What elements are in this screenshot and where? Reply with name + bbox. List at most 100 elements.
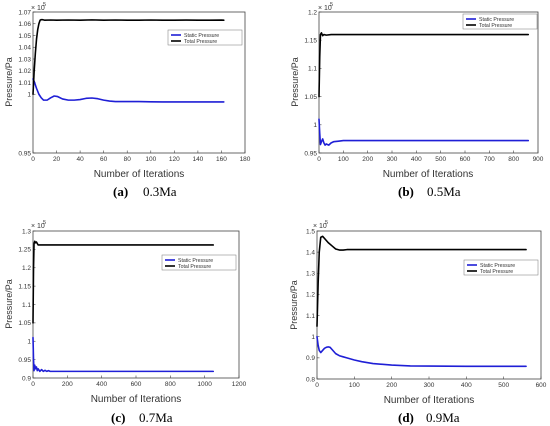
exponent-power: 5 (325, 220, 328, 226)
plot-frame (32, 230, 240, 379)
ticks-group: 0 100 200 300 400 500 600 0.8 0.9 1 1.1 1.2 1.3 1.4 1.… (306, 228, 547, 389)
x-tick-label: 200 (362, 156, 373, 163)
x-tick-label: 400 (461, 382, 472, 389)
y-axis-label: Pressure/Pa (290, 57, 300, 107)
lines-group (316, 235, 527, 368)
y-tick-label: 1.2 (22, 265, 31, 272)
x-tick-label: 80 (124, 156, 132, 163)
legend-box (161, 254, 237, 271)
static-pressure-line (318, 118, 530, 146)
y-tick-label: 1.25 (18, 247, 31, 254)
y-tick-label: 0.95 (18, 150, 31, 157)
y-tick-label: 1.03 (18, 56, 31, 63)
x-tick-label: 1200 (232, 381, 247, 388)
y-tick-label: 1.07 (18, 9, 31, 16)
legend-box (462, 13, 538, 30)
x-tick-label: 180 (240, 156, 251, 163)
x-tick-label: 60 (100, 156, 108, 163)
y-tick-label: 1.05 (18, 320, 31, 327)
x-tick-label: 100 (349, 382, 360, 389)
x-tick-label: 600 (131, 381, 142, 388)
y-tick-label: 1.05 (18, 33, 31, 40)
static-pressure-line (32, 336, 215, 373)
y-tick-label: 1.1 (306, 313, 315, 320)
ticks-group: 0 100 200 300 400 500 600 700 800 900 0.95 1 1.05 1.1… (304, 9, 543, 163)
exponent-base: × 10 (318, 5, 332, 12)
x-tick-label: 0 (317, 156, 321, 163)
panel-d: × 10 5 0 100 200 300 400 500 600 0.8 0.9 1 1.1 1.2 1… (289, 220, 547, 425)
y-tick-label: 1.06 (18, 21, 31, 28)
exponent-power: 5 (43, 220, 46, 226)
y-axis-label: Pressure/Pa (4, 279, 14, 329)
x-tick-label: 0 (315, 382, 319, 389)
total-pressure-line (32, 240, 215, 324)
caption-letter: (c) (111, 410, 125, 425)
caption-text: 0.7Ma (139, 410, 173, 425)
panel-a: × 10 5 0 20 40 60 80 100 120 140 160 180 0.95 1 1.01… (4, 2, 251, 199)
x-tick-label: 100 (338, 156, 349, 163)
y-tick-label: 1.02 (18, 68, 31, 75)
y-tick-label: 1.5 (306, 228, 315, 235)
x-tick-label: 400 (96, 381, 107, 388)
exponent-power: 5 (43, 2, 46, 8)
legend-label-static: Static Pressure (479, 17, 514, 23)
caption-letter: (a) (113, 184, 128, 199)
x-tick-label: 0 (31, 381, 35, 388)
x-tick-label: 200 (62, 381, 73, 388)
y-tick-label: 1.2 (306, 292, 315, 299)
y-tick-label: 0.95 (18, 357, 31, 364)
x-tick-label: 500 (498, 382, 509, 389)
x-tick-label: 160 (216, 156, 227, 163)
legend-label-total: Total Pressure (479, 23, 512, 29)
total-pressure-line (318, 32, 530, 98)
ticks-group: 0 200 400 600 800 1000 1200 0.9 0.95 1 1.05 1.1 1.15… (18, 228, 246, 388)
y-tick-label: 1.3 (22, 228, 31, 235)
x-tick-label: 140 (192, 156, 203, 163)
caption-text: 0.9Ma (426, 410, 460, 425)
y-tick-label: 1 (311, 334, 315, 341)
static-pressure-line (32, 78, 225, 103)
x-tick-label: 0 (31, 156, 35, 163)
plot-frame (318, 11, 539, 154)
legend-label-static: Static Pressure (178, 258, 213, 264)
x-axis-label: Number of Iterations (384, 395, 475, 406)
x-tick-label: 100 (145, 156, 156, 163)
exponent-base: × 10 (313, 223, 327, 230)
lines-group (318, 32, 530, 146)
y-tick-label: 1.2 (308, 9, 317, 16)
y-tick-label: 0.9 (22, 375, 31, 382)
legend-label-static: Static Pressure (184, 33, 219, 39)
y-tick-label: 1.01 (18, 80, 31, 87)
y-tick-label: 1.1 (308, 66, 317, 73)
y-tick-label: 1.1 (22, 302, 31, 309)
total-pressure-line (32, 18, 225, 96)
y-tick-label: 1.05 (304, 94, 317, 101)
y-tick-label: 1.04 (18, 45, 31, 52)
x-tick-label: 300 (424, 382, 435, 389)
x-axis-label: Number of Iterations (94, 169, 185, 180)
lines-group (32, 18, 225, 103)
caption-text: 0.3Ma (143, 184, 177, 199)
x-tick-label: 300 (387, 156, 398, 163)
plot-frame (316, 230, 542, 380)
x-tick-label: 200 (386, 382, 397, 389)
total-pressure-line (316, 235, 527, 327)
x-tick-label: 500 (435, 156, 446, 163)
legend-box (463, 259, 539, 276)
lines-group (32, 240, 215, 373)
x-axis-label: Number of Iterations (91, 394, 182, 405)
x-tick-label: 400 (411, 156, 422, 163)
x-tick-label: 900 (533, 156, 544, 163)
x-tick-label: 800 (508, 156, 519, 163)
y-tick-label: 1.15 (304, 38, 317, 45)
x-tick-label: 20 (53, 156, 61, 163)
x-tick-label: 700 (484, 156, 495, 163)
panel-b: × 10 5 0 100 200 300 400 500 600 700 800 900 0.95 1… (290, 2, 544, 199)
y-axis-label: Pressure/Pa (4, 57, 14, 107)
static-pressure-line (316, 335, 527, 368)
x-tick-label: 600 (460, 156, 471, 163)
y-tick-label: 1 (313, 122, 317, 129)
y-tick-label: 1 (27, 92, 31, 99)
caption-text: 0.5Ma (427, 184, 461, 199)
